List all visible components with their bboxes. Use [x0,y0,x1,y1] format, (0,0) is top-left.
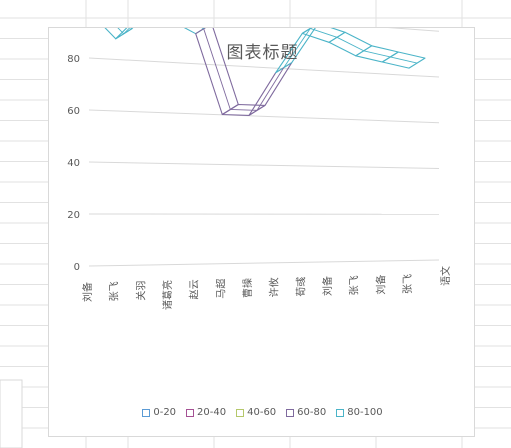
legend-item[interactable]: 40-60 [236,407,276,419]
plot-area: 020406080100刘备张飞关羽诸葛亮赵云马超曹操许攸荀彧刘备张飞刘备张飞语… [61,28,452,310]
gridline [88,109,440,124]
chart-area[interactable]: 020406080100刘备张飞关羽诸葛亮赵云马超曹操许攸荀彧刘备张飞刘备张飞语… [48,27,475,437]
gridline [88,259,440,267]
surface-mid-line [310,28,338,38]
x-tick-label: 诸葛亮 [161,280,174,310]
surface-mid-line [390,56,418,64]
surface-mid-line [123,28,131,35]
surface [104,28,426,116]
x-tick-label: 张飞 [349,275,361,295]
surface-cell [381,51,426,69]
x-tick-label: 荀彧 [294,277,307,297]
legend-label: 80-100 [347,407,383,418]
surface-mid-line [283,28,311,68]
surface-mid-line [201,28,204,30]
legend-label: 0-20 [153,407,177,418]
gridlines [88,28,440,267]
legend-item[interactable]: 80-100 [336,407,383,419]
surface-mid-line [117,28,124,35]
sheet-cell-selection [0,379,23,448]
surface-cell [183,28,206,35]
surface-cell [275,28,316,74]
x-tick-label: 赵云 [188,279,201,299]
surface-mid-line [363,50,391,58]
x-tick-label: 刘备 [81,282,94,302]
surface-mid-line [256,67,285,111]
y-tick-label: 20 [67,210,80,221]
x-tick-label: 刘备 [321,276,334,296]
legend-swatch [336,408,345,417]
legend-item[interactable]: 0-20 [142,407,176,419]
x-tick-label: 许攸 [268,277,281,297]
gridline [387,28,440,32]
chart-title[interactable]: 图表标题 [226,43,299,63]
legend-item[interactable]: 20-40 [186,407,226,419]
surface-cell [115,28,134,40]
surface-mid-line [230,109,258,111]
gridline [88,57,440,78]
legend-label: 20-40 [197,407,227,418]
surface-mid-line [203,28,231,110]
y-tick-label: 40 [67,158,80,169]
legend-label: 60-80 [297,407,327,418]
legend-swatch [186,408,195,417]
x-tick-label: 曹操 [241,278,254,298]
depth-axis[interactable]: 语文 [439,266,452,286]
y-tick-label: 80 [67,54,80,65]
y-tick-label: 0 [74,262,80,273]
x-tick-label: 张飞 [402,274,414,294]
x-tick-label: 刘备 [374,275,387,295]
x-tick-label: 张飞 [109,281,121,301]
legend-swatch [286,408,295,417]
legend-item[interactable]: 60-80 [286,407,326,419]
legend-swatch [142,408,151,417]
x-axis[interactable]: 刘备 张飞 关羽 诸葛亮 赵云 马超 曹操 许攸 荀彧 刘备 张飞 刘备 张飞 [81,274,414,310]
gridline [88,161,440,169]
y-axis[interactable]: 020406080100 [61,28,80,273]
legend-swatch [236,408,245,417]
x-tick-label: 马超 [214,279,227,299]
surface-mid-line [336,36,364,52]
legend-label: 40-60 [247,407,277,418]
legend[interactable]: 0-20 20-40 40-60 60-80 80-100 [49,407,476,419]
x-tick-label: 关羽 [134,281,147,301]
y-tick-label: 60 [67,106,80,117]
series-label: 语文 [439,266,452,286]
